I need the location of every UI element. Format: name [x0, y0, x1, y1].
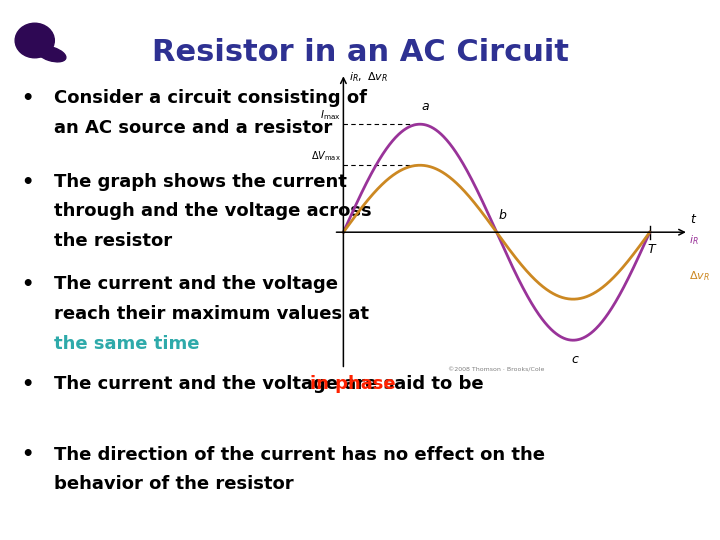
- Text: behavior of the resistor: behavior of the resistor: [54, 475, 294, 493]
- Text: reach their maximum values at: reach their maximum values at: [54, 305, 369, 323]
- Text: •: •: [22, 173, 34, 192]
- Text: $\Delta v_R$: $\Delta v_R$: [689, 269, 710, 282]
- Text: The current and the voltage are said to be: The current and the voltage are said to …: [54, 375, 490, 393]
- Text: the same time: the same time: [54, 335, 199, 353]
- Text: •: •: [22, 89, 34, 108]
- Text: The graph shows the current: The graph shows the current: [54, 173, 347, 191]
- Ellipse shape: [37, 46, 66, 62]
- Text: the resistor: the resistor: [54, 232, 172, 250]
- Text: $\Delta V_{\rm max}$: $\Delta V_{\rm max}$: [311, 149, 341, 163]
- Text: •: •: [22, 275, 34, 294]
- Text: Consider a circuit consisting of: Consider a circuit consisting of: [54, 89, 367, 107]
- Text: $c$: $c$: [571, 353, 580, 366]
- Text: $T$: $T$: [647, 243, 657, 256]
- Text: an AC source and a resistor: an AC source and a resistor: [54, 119, 332, 137]
- Text: through and the voltage across: through and the voltage across: [54, 202, 372, 220]
- Text: •: •: [22, 446, 34, 464]
- Text: $I_{\rm max}$: $I_{\rm max}$: [320, 108, 341, 122]
- Text: The direction of the current has no effect on the: The direction of the current has no effe…: [54, 446, 545, 463]
- Text: ©2008 Thomson · Brooks/Cole: ©2008 Thomson · Brooks/Cole: [449, 367, 545, 373]
- Text: The current and the voltage: The current and the voltage: [54, 275, 338, 293]
- Text: Resistor in an AC Circuit: Resistor in an AC Circuit: [151, 38, 569, 67]
- Text: $i_R,\ \Delta v_R$: $i_R,\ \Delta v_R$: [349, 70, 388, 84]
- Text: $i_R$: $i_R$: [689, 233, 698, 247]
- Text: •: •: [22, 375, 34, 394]
- Text: $a$: $a$: [421, 100, 431, 113]
- Text: $b$: $b$: [498, 208, 507, 222]
- Circle shape: [15, 23, 54, 58]
- Text: $t$: $t$: [690, 213, 698, 226]
- Text: in phase: in phase: [310, 375, 396, 393]
